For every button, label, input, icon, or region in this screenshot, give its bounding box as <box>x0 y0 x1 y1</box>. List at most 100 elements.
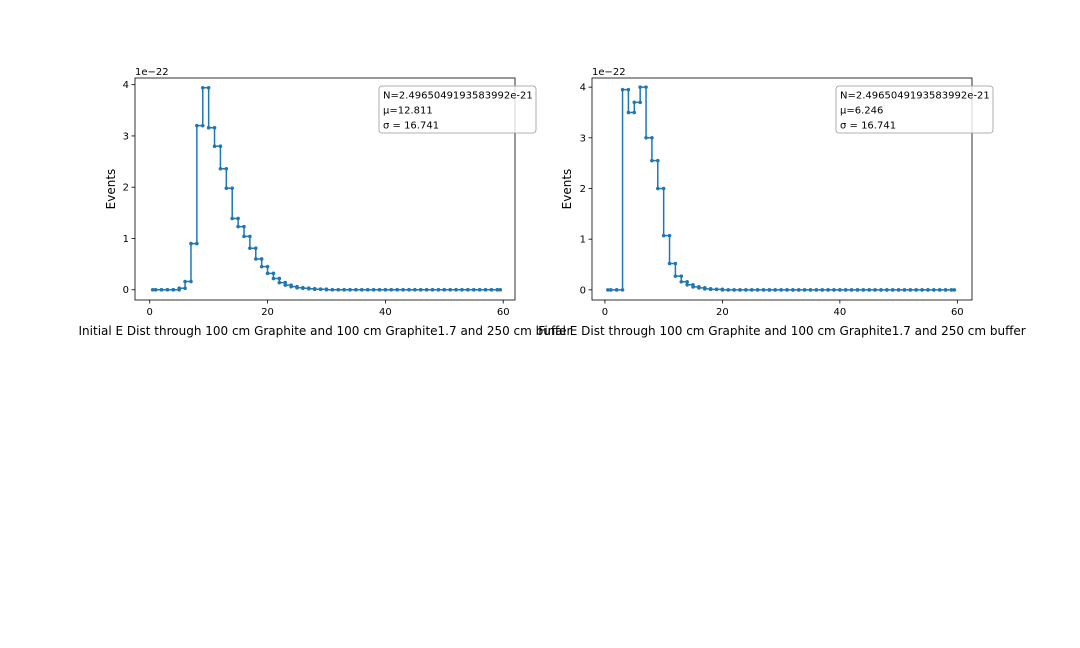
data-point <box>236 224 240 229</box>
data-point <box>732 288 736 292</box>
data-point <box>885 288 889 292</box>
data-point <box>283 280 288 285</box>
data-point <box>430 287 435 292</box>
data-point <box>460 287 464 292</box>
data-point <box>873 288 877 292</box>
legend-text: N=2.4965049193583992e-21 <box>840 91 990 102</box>
data-point <box>808 288 813 292</box>
data-point <box>195 241 199 246</box>
data-point <box>826 288 830 292</box>
initial-energy-plot: 1e−22 Events Initial E Dist through 100 … <box>79 67 572 338</box>
data-point <box>318 287 323 292</box>
data-point <box>779 288 783 292</box>
data-point <box>820 288 825 292</box>
data-point <box>908 288 913 292</box>
data-point <box>171 287 176 292</box>
data-point <box>685 282 689 287</box>
data-point <box>495 287 500 292</box>
data-point <box>336 287 341 292</box>
data-point <box>289 284 293 289</box>
data-point <box>283 283 288 287</box>
data-point <box>644 136 648 140</box>
x-axis-label: Initial E Dist through 100 cm Graphite a… <box>79 324 572 338</box>
data-point <box>271 271 276 276</box>
data-point <box>259 257 264 261</box>
data-point <box>614 288 619 292</box>
data-point <box>896 288 901 292</box>
data-point <box>661 233 666 238</box>
axes-frame <box>591 77 973 301</box>
y-tick-label: 4 <box>123 80 129 91</box>
data-point <box>218 144 223 148</box>
data-point <box>395 287 399 292</box>
data-point <box>644 85 648 89</box>
data-point <box>342 287 346 292</box>
data-point <box>714 287 719 292</box>
data-point <box>638 85 642 89</box>
data-point <box>849 288 854 292</box>
data-point <box>937 288 942 292</box>
data-point <box>843 288 848 292</box>
data-point <box>755 288 760 292</box>
data-point <box>206 125 211 130</box>
data-point <box>371 287 376 292</box>
legend-box <box>378 85 537 134</box>
data-point <box>377 287 382 292</box>
x-axis-label: Final E Dist through 100 cm Graphite and… <box>538 324 1025 338</box>
data-point <box>708 287 713 292</box>
data-point <box>626 87 631 92</box>
data-point <box>814 288 819 292</box>
y-tick-label: 0 <box>123 285 129 296</box>
data-point <box>224 166 229 171</box>
data-point <box>454 287 458 292</box>
data-point <box>650 158 654 163</box>
data-point <box>667 261 672 266</box>
data-point <box>259 264 264 269</box>
data-point <box>360 287 364 292</box>
data-point <box>902 288 907 292</box>
data-point <box>650 136 654 140</box>
offset-label: 1e−22 <box>135 67 169 78</box>
y-tick-label: 3 <box>123 131 129 142</box>
data-point <box>312 287 317 292</box>
data-point <box>749 288 754 292</box>
data-point <box>773 288 778 292</box>
data-point <box>679 274 684 278</box>
data-point <box>632 100 637 105</box>
data-point <box>253 257 258 261</box>
data-point <box>655 186 660 191</box>
data-point <box>159 287 164 292</box>
data-point <box>389 287 394 292</box>
data-point <box>832 288 836 292</box>
data-point <box>632 110 637 115</box>
data-point <box>726 288 731 292</box>
data-point <box>218 166 223 171</box>
data-point <box>691 285 695 289</box>
data-point <box>253 246 258 251</box>
data-point <box>477 287 482 292</box>
data-point <box>383 287 388 292</box>
data-point <box>943 288 948 292</box>
legend-text: μ=12.811 <box>383 106 433 117</box>
y-axis-label: Events <box>104 169 118 210</box>
data-point <box>413 287 417 292</box>
data-point <box>206 85 211 90</box>
data-point <box>224 186 229 191</box>
data-point <box>861 288 866 292</box>
data-point <box>242 224 246 229</box>
data-point <box>248 234 252 239</box>
data-point <box>354 287 358 292</box>
data-point <box>626 110 631 115</box>
data-point <box>401 287 405 292</box>
data-point <box>471 287 476 292</box>
data-point <box>785 288 789 292</box>
data-point <box>606 288 610 292</box>
legend-text: μ=6.246 <box>840 106 883 117</box>
data-point <box>952 288 957 292</box>
data-point <box>365 287 370 292</box>
data-point <box>230 186 235 191</box>
final-energy-plot: 1e−22 Events Final E Dist through 100 cm… <box>538 67 1025 338</box>
data-point <box>620 288 625 292</box>
data-point <box>242 234 246 239</box>
